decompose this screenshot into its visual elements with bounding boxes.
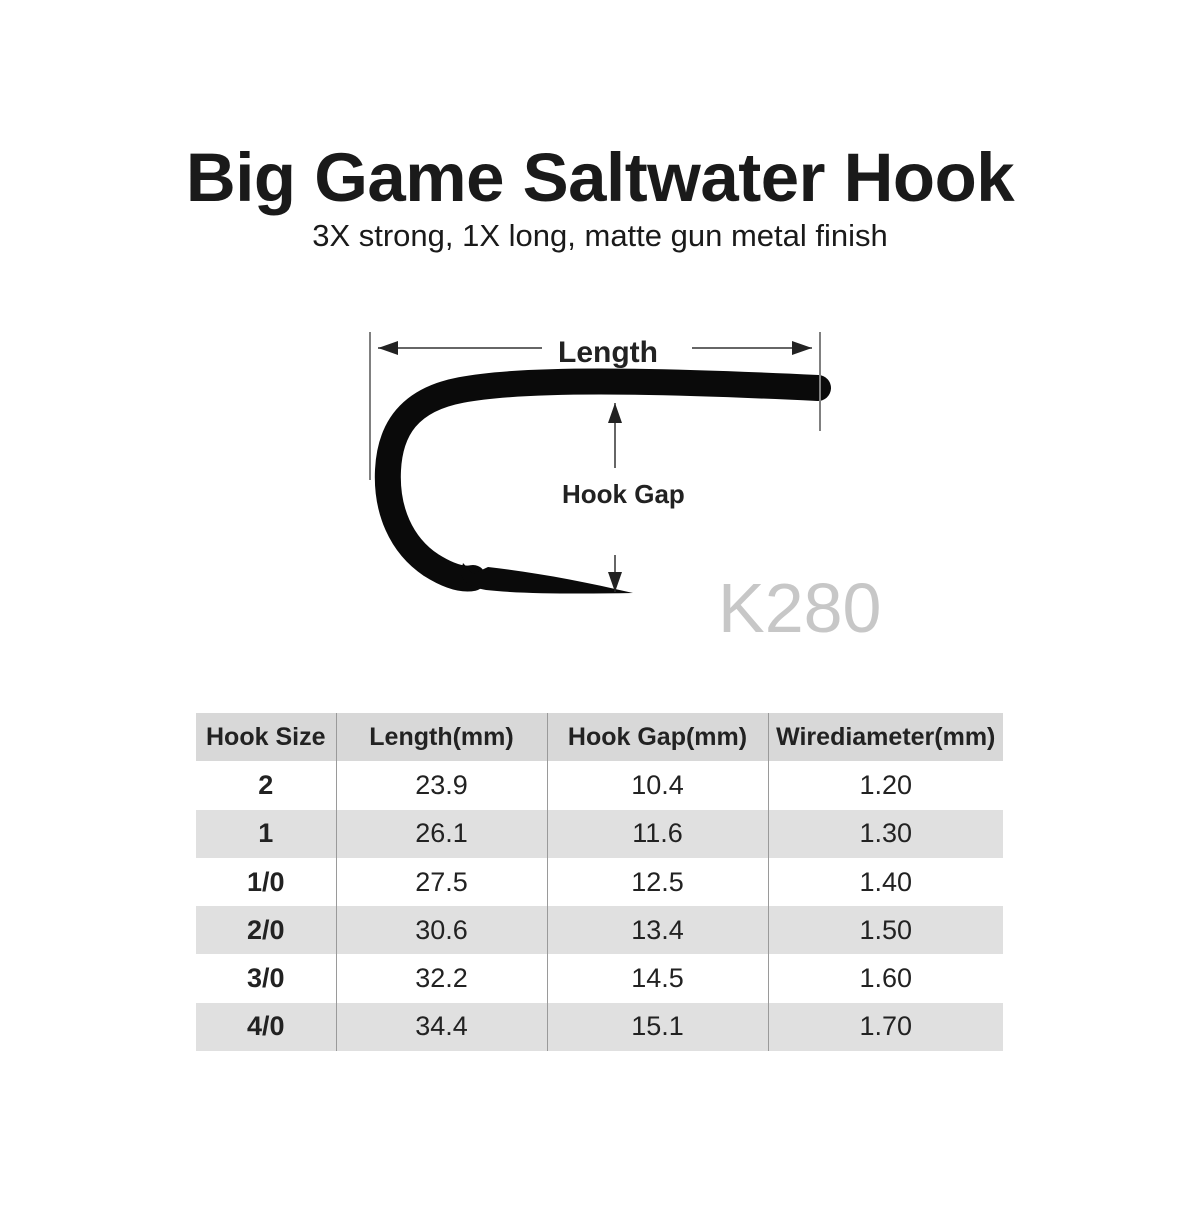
svg-text:K280: K280 — [718, 569, 881, 647]
svg-text:Length: Length — [558, 336, 658, 369]
svg-text:Hook Gap: Hook Gap — [562, 479, 685, 509]
